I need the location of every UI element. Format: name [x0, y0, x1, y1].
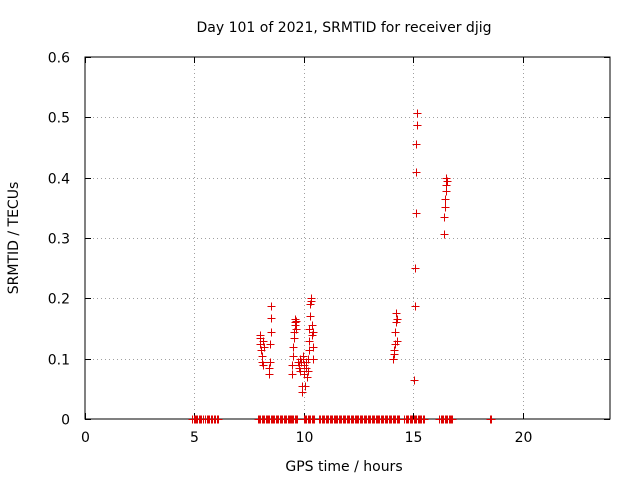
data-point	[267, 302, 276, 311]
data-point	[413, 109, 422, 118]
data-point	[443, 177, 452, 186]
data-point	[292, 325, 301, 334]
data-point	[292, 317, 301, 326]
data-point	[411, 264, 420, 273]
data-point	[487, 415, 496, 424]
data-point	[291, 315, 300, 324]
data-point	[307, 297, 316, 306]
x-tick-label: 10	[296, 430, 314, 446]
data-point	[301, 382, 310, 391]
data-point	[412, 209, 421, 218]
x-tick-label: 0	[81, 430, 90, 446]
chart-title: Day 101 of 2021, SRMTID for receiver dji…	[197, 20, 492, 36]
data-point	[410, 376, 419, 385]
data-point	[441, 203, 450, 212]
data-point	[265, 364, 274, 373]
x-tick-label: 20	[515, 430, 533, 446]
x-tick-label: 5	[190, 430, 199, 446]
data-point	[393, 337, 402, 346]
y-tick-label: 0.2	[48, 292, 70, 308]
data-point	[288, 361, 297, 370]
y-axis-label: SRMTID / TECUs	[6, 182, 22, 295]
data-point	[440, 213, 449, 222]
x-tick-label: 15	[405, 430, 423, 446]
y-tick-label: 0.3	[48, 232, 70, 248]
y-tick-labels: 0 0.1 0.2 0.3 0.4 0.5 0.6	[48, 51, 70, 429]
y-tick-label: 0.4	[48, 172, 70, 188]
data-point	[298, 388, 307, 397]
data-point	[303, 373, 312, 382]
data-point	[448, 415, 457, 424]
data-point	[289, 343, 298, 352]
grid-lines	[85, 57, 610, 419]
data-point	[390, 346, 399, 355]
data-point	[305, 337, 314, 346]
plot-frame	[84, 56, 611, 420]
data-point	[259, 361, 268, 370]
data-point	[260, 343, 269, 352]
data-point	[441, 195, 450, 204]
data-point	[393, 315, 402, 324]
data-point	[420, 415, 429, 424]
data-point	[266, 340, 275, 349]
x-axis-label: GPS time / hours	[285, 459, 402, 475]
y-tick-label: 0.6	[48, 51, 70, 67]
axis-ticks	[85, 57, 610, 420]
data-point	[389, 355, 398, 364]
data-point	[306, 312, 315, 321]
data-point	[412, 168, 421, 177]
data-point	[266, 358, 275, 367]
y-tick-label: 0.5	[48, 111, 70, 127]
data-point	[309, 328, 318, 337]
data-point	[267, 314, 276, 323]
data-point	[440, 230, 449, 239]
y-tick-label: 0	[61, 413, 70, 429]
data-point	[214, 415, 223, 424]
data-points	[188, 109, 496, 424]
data-point	[309, 355, 318, 364]
data-point	[289, 352, 298, 361]
data-point	[412, 140, 421, 149]
data-point	[391, 328, 400, 337]
y-tick-label: 0.1	[48, 353, 70, 369]
data-point	[308, 321, 317, 330]
data-point	[293, 415, 302, 424]
data-point	[309, 343, 318, 352]
data-point	[392, 309, 401, 318]
data-point	[288, 370, 297, 379]
data-point	[267, 328, 276, 337]
data-point	[442, 181, 451, 190]
x-tick-labels: 0 5 10 15 20	[81, 430, 532, 446]
data-point	[259, 337, 268, 346]
data-point	[304, 367, 313, 376]
data-point	[411, 302, 420, 311]
data-point	[413, 121, 422, 130]
